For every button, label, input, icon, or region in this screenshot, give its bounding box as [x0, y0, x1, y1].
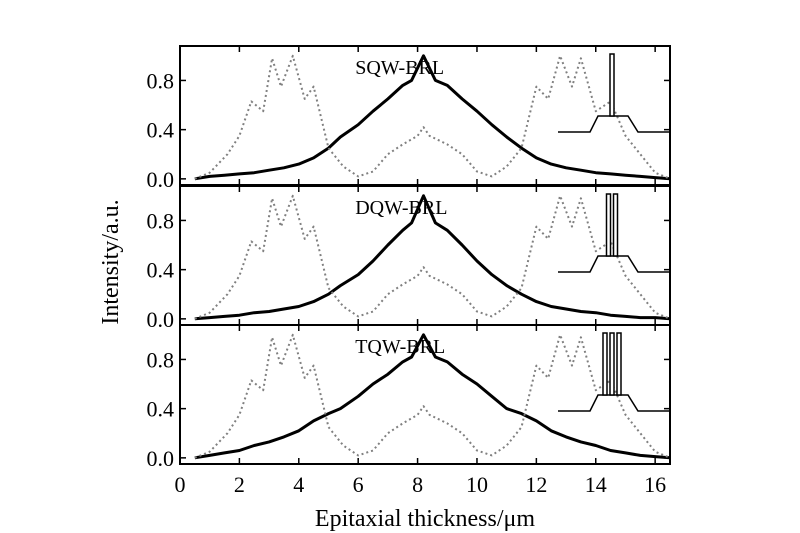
solid-series-line — [194, 54, 671, 181]
band-profile — [558, 255, 670, 273]
panel-label: SQW-BRL — [355, 57, 444, 79]
x-tick-label: 10 — [466, 472, 488, 497]
y-tick-label: 0.8 — [147, 347, 175, 372]
quantum-well-bar — [609, 332, 615, 396]
dotted-series-line — [194, 333, 671, 459]
panel-3: 0.0 0.4 0.8 TQW-BRL — [147, 324, 671, 471]
y-tick-label: 0.4 — [147, 397, 175, 422]
x-axis: 0 2 4 6 8 10 12 14 16 — [175, 472, 667, 497]
x-tick-label: 16 — [644, 472, 666, 497]
y-tick-label: 0.4 — [147, 258, 175, 283]
y-tick-label: 0.8 — [147, 208, 175, 233]
x-tick-label: 12 — [525, 472, 547, 497]
y-tick-label: 0.8 — [147, 68, 175, 93]
x-tick-label: 2 — [234, 472, 245, 497]
structure-inset — [558, 332, 670, 412]
y-axis-title: Intensity/a.u. — [98, 199, 124, 324]
quantum-well-bar — [605, 193, 612, 257]
quantum-well-bar — [616, 332, 622, 396]
quantum-well-bar — [612, 193, 619, 257]
y-tick-label: 0.0 — [147, 167, 175, 192]
solid-series-line — [194, 333, 671, 460]
band-profile — [558, 115, 670, 133]
panel-frame — [179, 324, 671, 465]
x-tick-label: 8 — [412, 472, 423, 497]
y-tick-label: 0.0 — [147, 307, 175, 332]
solid-series-line — [194, 194, 671, 321]
x-tick-label: 0 — [175, 472, 186, 497]
x-tick-label: 6 — [353, 472, 364, 497]
x-axis-title: Epitaxial thickness/μm — [315, 506, 535, 532]
dotted-series-line — [194, 54, 671, 180]
quantum-well-bar — [602, 332, 608, 396]
dotted-series-line — [194, 194, 671, 320]
panel-1: 0.0 0.4 0.8 SQW-BRL — [147, 45, 671, 192]
panel-label: TQW-BRL — [355, 336, 445, 358]
panels-group: 0.00.40.8SQW-BRL0.00.40.8DQW-BRL0.00.40.… — [147, 45, 671, 471]
panel-label: DQW-BRL — [355, 197, 447, 219]
structure-inset — [558, 193, 670, 273]
y-tick-label: 0.0 — [147, 446, 175, 471]
y-tick-label: 0.4 — [147, 118, 175, 143]
quantum-well-bar — [609, 53, 615, 117]
structure-inset — [558, 53, 670, 133]
x-tick-label: 14 — [585, 472, 607, 497]
band-profile — [558, 394, 670, 412]
panel-2: 0.0 0.4 0.8 DQW-BRL — [147, 185, 671, 332]
x-tick-label: 4 — [293, 472, 304, 497]
